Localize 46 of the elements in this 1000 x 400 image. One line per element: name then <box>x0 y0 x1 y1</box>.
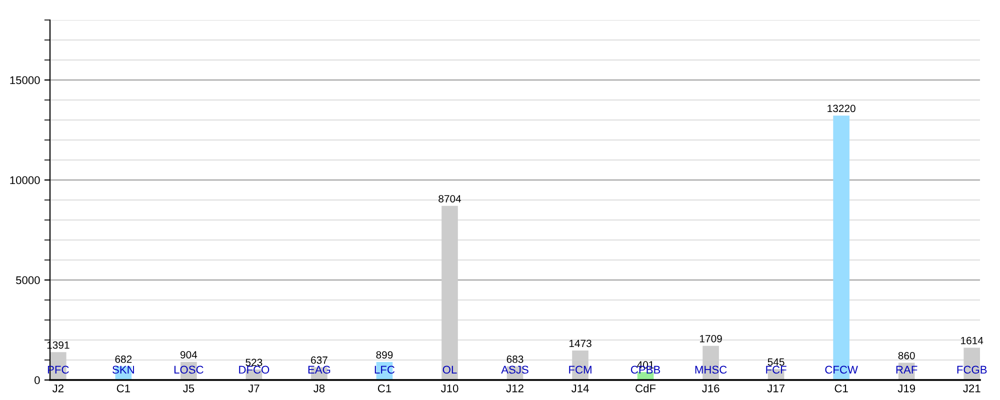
data-label: 545 <box>768 358 784 366</box>
y-tick-label: 5000 <box>16 276 40 284</box>
x-tick-label: J14 <box>571 384 589 392</box>
annotation: FCGB <box>957 366 987 374</box>
data-label: 1614 <box>961 336 984 344</box>
x-tick-label: J8 <box>314 384 325 392</box>
annotation: RAF <box>896 366 918 374</box>
data-label: 904 <box>180 351 198 358</box>
data-label: 13220 <box>828 104 856 112</box>
bar <box>442 206 458 380</box>
annotation: DFCO <box>239 366 270 374</box>
x-tick-label: C1 <box>378 384 392 392</box>
data-label: 860 <box>898 352 915 360</box>
x-tick-label: J2 <box>52 384 64 392</box>
annotation: LFC <box>374 366 395 374</box>
annotation: CFCW <box>825 366 858 374</box>
x-tick-label: J5 <box>182 384 194 392</box>
data-label: 1709 <box>700 334 722 342</box>
y-tick-label: 10000 <box>10 176 40 184</box>
data-label: 637 <box>311 356 328 364</box>
annotation: EAG <box>308 366 330 374</box>
annotation: FCF <box>766 366 786 374</box>
x-tick-label: CdF <box>636 384 656 392</box>
data-label: 523 <box>246 358 262 366</box>
annotation: MHSC <box>695 366 727 374</box>
data-label: 682 <box>115 356 132 363</box>
annotation: LOSC <box>174 366 204 374</box>
x-tick-label: C1 <box>116 384 130 392</box>
data-label: 8704 <box>438 195 462 202</box>
y-tick-label: 15000 <box>10 76 40 84</box>
y-tick-label: 0 <box>34 376 40 384</box>
annotation: OL <box>442 366 457 374</box>
x-tick-label: J7 <box>248 384 260 392</box>
x-tick-label: J16 <box>702 384 720 392</box>
annotation: SKN <box>112 366 134 374</box>
data-label: 683 <box>506 356 524 363</box>
x-tick-label: J21 <box>963 384 980 392</box>
x-tick-label: J10 <box>440 384 458 392</box>
x-tick-label: C1 <box>834 384 848 392</box>
data-label: 1473 <box>569 340 592 348</box>
x-tick-label: J12 <box>506 384 524 392</box>
x-tick-label: J19 <box>898 384 916 392</box>
annotation: FCM <box>569 366 592 374</box>
annotation: ASJS <box>501 366 528 374</box>
data-label: 899 <box>376 351 393 359</box>
x-tick-label: J17 <box>767 384 784 392</box>
